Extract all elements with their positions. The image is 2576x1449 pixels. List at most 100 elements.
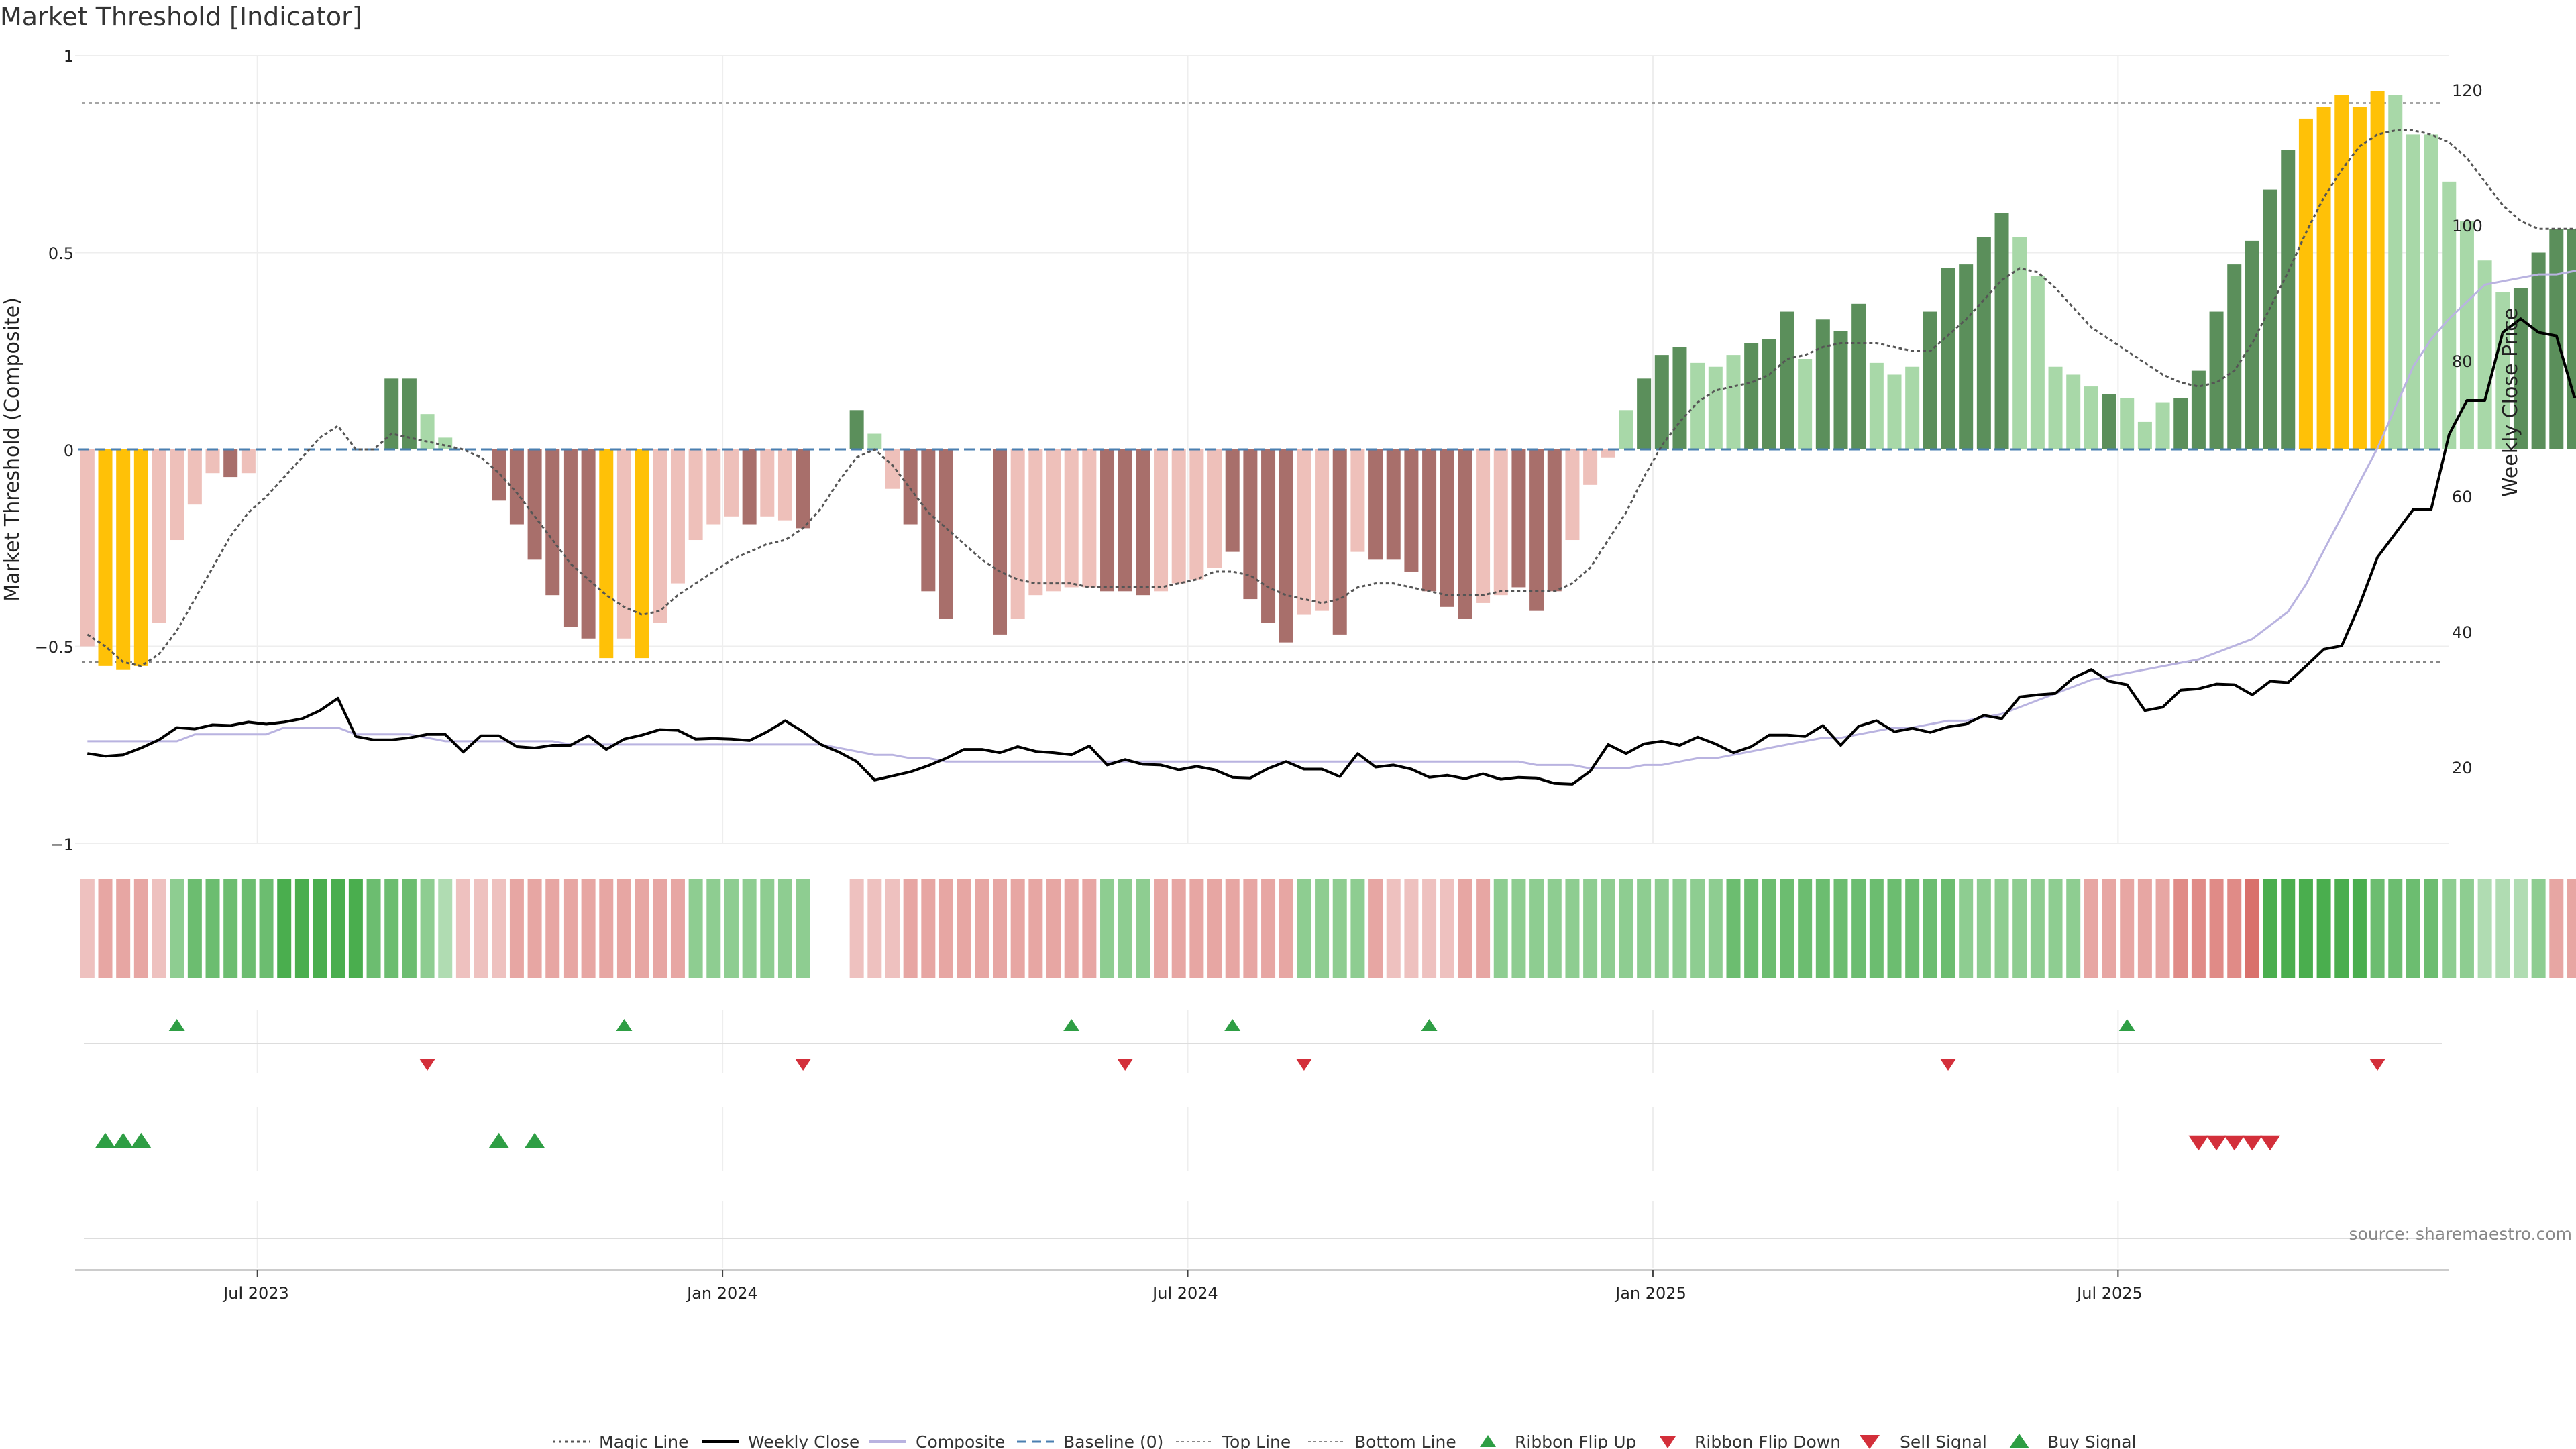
composite-bar: [1690, 362, 1705, 449]
ribbon-cell: [867, 879, 882, 978]
composite-bar: [1243, 449, 1258, 600]
ribbon-cell: [2459, 879, 2474, 978]
ribbon-cell: [2084, 879, 2098, 978]
composite-bar: [688, 449, 703, 541]
ribbon-cell: [921, 879, 936, 978]
ribbon-cell: [742, 879, 757, 978]
ribbon-cell: [1243, 879, 1258, 978]
ribbon-cell: [1851, 879, 1866, 978]
ribbon-cell: [1064, 879, 1079, 978]
composite-bar: [1368, 449, 1383, 560]
buy-signal-marker: [95, 1132, 116, 1148]
ribbon-cell: [796, 879, 810, 978]
composite-bar: [2281, 150, 2296, 449]
ribbon-cell: [2191, 879, 2206, 978]
y-tick-label: 0: [64, 441, 74, 460]
y2-tick-label: 60: [2452, 488, 2473, 506]
y-tick-label: −1: [50, 835, 74, 854]
composite-bar: [187, 449, 202, 505]
y-tick-label: 1: [64, 47, 74, 66]
composite-bars: [80, 91, 2576, 670]
ribbon-cell: [1780, 879, 1794, 978]
legend-label: Buy Signal: [2047, 1432, 2137, 1449]
composite-bar: [2442, 181, 2457, 449]
ribbon-cell: [1189, 879, 1204, 978]
composite-bar: [1100, 449, 1115, 592]
composite-bar: [724, 449, 739, 517]
composite-bar: [1476, 449, 1491, 603]
composite-bar: [1529, 449, 1544, 611]
composite-bar: [1565, 449, 1580, 541]
composite-bar: [2567, 229, 2576, 449]
y2-tick-label: 20: [2452, 759, 2473, 777]
ribbon-cell: [635, 879, 649, 978]
composite-bar: [1440, 449, 1454, 607]
ribbon-cell: [2549, 879, 2564, 978]
composite-bar: [777, 449, 792, 521]
ribbon-cell: [152, 879, 166, 978]
y2-axis-ticks: 120 100 80 60 40 20: [2452, 81, 2483, 777]
ribbon-cell: [1583, 879, 1598, 978]
composite-bar: [1297, 449, 1311, 615]
legend-label: Weekly Close: [748, 1432, 859, 1449]
composite-bar: [509, 449, 524, 525]
composite-bar: [2477, 260, 2492, 449]
ribbon-cell: [2531, 879, 2546, 978]
ribbon-cell: [1368, 879, 1383, 978]
composite-bar: [1941, 268, 1955, 449]
ribbon-cell: [2137, 879, 2152, 978]
ribbon-cell: [420, 879, 435, 978]
ribbon-cell: [2030, 879, 2045, 978]
ribbon-cell: [2424, 879, 2438, 978]
ribbon-cell: [455, 879, 470, 978]
composite-bar: [2048, 366, 2063, 449]
composite-bar: [1010, 449, 1025, 619]
composite-bar: [1028, 449, 1043, 596]
y2-tick-label: 100: [2452, 217, 2483, 235]
legend-item-top-line: Top Line: [1176, 1432, 1291, 1449]
ribbon-cell: [348, 879, 363, 978]
composite-bar: [80, 449, 95, 647]
ribbon-cell: [313, 879, 327, 978]
composite-bar: [1189, 449, 1204, 580]
ribbon-cell: [294, 879, 309, 978]
ribbon-cell: [1798, 879, 1813, 978]
ribbon-cell: [509, 879, 524, 978]
legend-item-baseline: Baseline (0): [1017, 1432, 1163, 1449]
composite-bar: [223, 449, 238, 478]
y2-axis-label: Weekly Close Price: [2499, 308, 2522, 497]
composite-bar: [1780, 311, 1794, 449]
legend-item-ribbon-flip-up: Ribbon Flip Up: [1480, 1432, 1636, 1449]
sell-signal-marker: [2260, 1135, 2281, 1151]
legend-item-bottom-line: Bottom Line: [1308, 1432, 1456, 1449]
ribbon-cell: [2012, 879, 2027, 978]
composite-bar: [635, 449, 649, 659]
ribbon-flip-up-marker: [1421, 1019, 1438, 1031]
y2-tick-label: 80: [2452, 352, 2473, 371]
ribbon-cell: [1028, 879, 1043, 978]
ribbon-cell: [2281, 879, 2296, 978]
composite-bar: [760, 449, 775, 517]
composite-bar: [2459, 221, 2474, 449]
composite-bar: [670, 449, 685, 584]
ribbon-cell: [2567, 879, 2576, 978]
composite-bar: [2406, 134, 2420, 449]
ribbon-cell: [116, 879, 131, 978]
signal-markers: [84, 1019, 2442, 1239]
ribbon-cell: [2388, 879, 2403, 978]
composite-bar: [2334, 95, 2349, 449]
legend-label: Sell Signal: [1900, 1432, 1987, 1449]
ribbon-cell: [1476, 879, 1491, 978]
ribbon-cell: [2066, 879, 2081, 978]
source-note: source: sharemaestro.com: [2349, 1224, 2573, 1244]
composite-bar: [921, 449, 936, 592]
x-tick-label: Jan 2025: [1614, 1284, 1686, 1303]
ribbon-cell: [1654, 879, 1669, 978]
composite-bar: [1315, 449, 1330, 611]
composite-bar: [1261, 449, 1276, 623]
legend-label: Bottom Line: [1354, 1432, 1456, 1449]
composite-bar: [1619, 410, 1633, 449]
weekly-close-line: [87, 317, 2576, 786]
ribbon-cell: [599, 879, 614, 978]
